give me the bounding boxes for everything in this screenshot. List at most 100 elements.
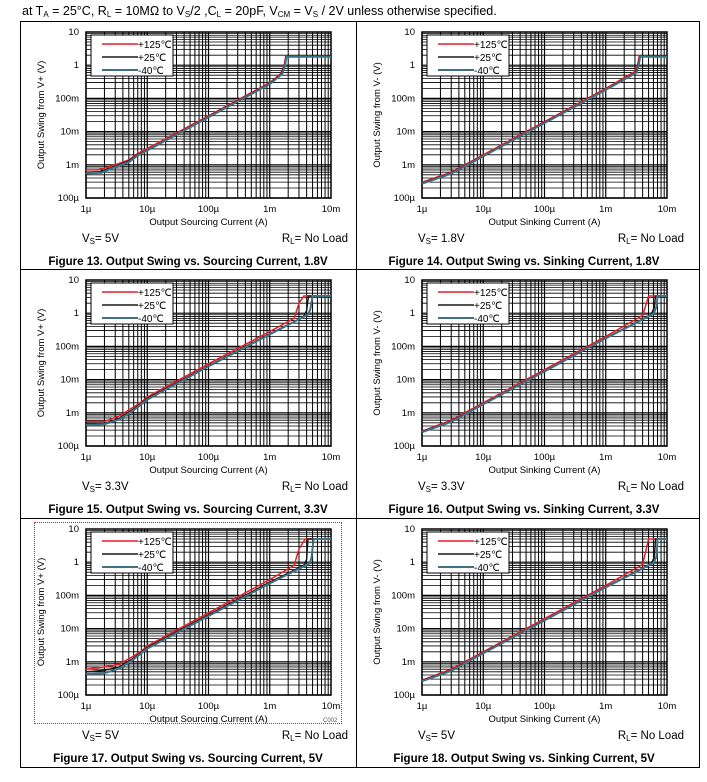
label-part: V: [82, 481, 90, 493]
watermark-label: C002: [323, 718, 338, 724]
column-divider: [356, 21, 357, 768]
y-tick-label: 1m: [66, 160, 79, 171]
x-tick-label: 1µ: [417, 204, 428, 215]
supply-voltage-label: VS= 5V: [82, 233, 119, 246]
y-tick-label: 1m: [402, 408, 415, 419]
x-tick-label: 1m: [599, 204, 612, 215]
x-tick-label: 1m: [263, 204, 276, 215]
label-part: = No Load: [630, 233, 684, 245]
y-tick-label: 1m: [66, 657, 79, 668]
label-part: R: [281, 481, 291, 493]
series-line-t125: [421, 538, 667, 681]
label-part: V: [418, 730, 426, 742]
legend-label: +25℃: [474, 301, 502, 312]
legend-label: +125℃: [474, 537, 508, 548]
label-part: = 3.3V: [95, 481, 129, 493]
x-tick-label: 100µ: [534, 452, 556, 463]
y-tick-label: 10m: [397, 624, 416, 635]
legend: +125℃ +25℃ -40℃: [90, 531, 174, 574]
legend-label: +25℃: [138, 53, 166, 64]
subscript: S: [312, 10, 319, 19]
label-part: S: [425, 734, 432, 743]
x-tick-label: 10m: [322, 452, 341, 463]
figure-caption: Figure 15. Output Swing vs. Sourcing Cur…: [48, 504, 328, 516]
subscript: S: [184, 10, 191, 19]
x-tick-label: 1m: [599, 701, 612, 712]
x-tick-label: 1µ: [417, 701, 428, 712]
chart-figure-14: +125℃ +25℃ -40℃ 10 1 100m 10m 1m 100µ 1µ 10µ 100µ 1m…: [356, 22, 692, 270]
y-axis-title: Output Swing from V- (V): [372, 310, 383, 416]
legend-label: +125℃: [474, 288, 508, 299]
label-part: L: [626, 237, 631, 246]
series-line-tm40: [85, 295, 331, 426]
conditions-header: at TA = 25°C, RL = 10MΩ to VS/2 ,CL = 20…: [22, 4, 497, 19]
supply-voltage-label: VS= 3.3V: [82, 481, 129, 494]
x-tick-label: 1µ: [417, 452, 428, 463]
x-tick-label: 1µ: [81, 452, 92, 463]
subscript: L: [216, 10, 222, 19]
label-part: L: [626, 485, 631, 494]
label-part: V: [82, 233, 90, 245]
label-part: S: [89, 485, 96, 494]
y-tick-label: 1: [74, 308, 79, 319]
x-tick-label: 10µ: [475, 701, 492, 712]
plot-border: [85, 279, 332, 447]
header-text: /2 ,C: [190, 4, 217, 18]
y-tick-label: 10m: [61, 624, 80, 635]
label-part: = 5V: [431, 730, 455, 742]
y-tick-label: 100m: [391, 341, 415, 352]
y-tick-label: 10: [68, 275, 79, 286]
label-part: = 5V: [95, 730, 119, 742]
chart-figure-15: +125℃ +25℃ -40℃ 10 1 100m 10m 1m 100µ 1µ 10µ 100µ 1m…: [20, 270, 356, 518]
y-tick-label: 100m: [55, 93, 79, 104]
y-tick-label: 1: [74, 60, 79, 71]
x-tick-label: 10m: [658, 701, 677, 712]
x-tick-label: 10m: [658, 204, 677, 215]
figure-caption: Figure 17. Output Swing vs. Sourcing Cur…: [53, 753, 323, 765]
y-tick-label: 1: [410, 308, 415, 319]
series-line-t125: [86, 295, 331, 423]
y-axis-title: Output Swing from V+ (V): [36, 558, 47, 667]
label-part: L: [290, 734, 295, 743]
supply-voltage-label: VS= 1.8V: [418, 233, 465, 246]
y-tick-label: 10: [404, 275, 415, 286]
load-label: RL= No Load: [282, 481, 348, 494]
legend-label: -40℃: [138, 314, 164, 325]
y-tick-label: 10: [68, 27, 79, 38]
x-tick-label: 1µ: [81, 701, 92, 712]
label-part: = 1.8V: [431, 233, 465, 245]
x-tick-label: 10µ: [139, 452, 156, 463]
label-part: S: [425, 485, 432, 494]
plot-border: [421, 279, 668, 447]
selection-outline: [34, 522, 342, 724]
y-tick-label: 10: [404, 27, 415, 38]
x-tick-label: 100µ: [198, 701, 220, 712]
x-tick-label: 100µ: [534, 204, 556, 215]
label-part: V: [82, 730, 90, 742]
plot-border: [421, 528, 668, 696]
y-tick-label: 10m: [397, 127, 416, 138]
y-axis-title: Output Swing from V+ (V): [36, 309, 47, 418]
chart-figure-13: +125℃ +25℃ -40℃ 10 1 100m 10m 1m 100µ 1µ 10µ 100µ 1m…: [20, 22, 356, 270]
legend-label: -40℃: [474, 66, 500, 77]
x-tick-label: 10µ: [139, 701, 156, 712]
legend-label: -40℃: [474, 563, 500, 574]
y-tick-label: 100µ: [394, 441, 416, 452]
y-axis-title: Output Swing from V- (V): [372, 62, 383, 168]
legend-label: +25℃: [138, 550, 166, 561]
y-tick-label: 10m: [397, 375, 416, 386]
x-axis-title: Output Sourcing Current (A): [149, 465, 267, 476]
label-part: = 3.3V: [431, 481, 465, 493]
x-axis-title: Output Sinking Current (A): [489, 714, 601, 725]
legend: +125℃ +25℃ -40℃: [426, 282, 510, 325]
label-part: S: [89, 237, 96, 246]
subscript: CM: [277, 10, 291, 19]
y-tick-label: 100µ: [394, 193, 416, 204]
x-tick-label: 10m: [658, 452, 677, 463]
series-line-t25: [85, 538, 331, 673]
legend-label: +125℃: [138, 537, 172, 548]
